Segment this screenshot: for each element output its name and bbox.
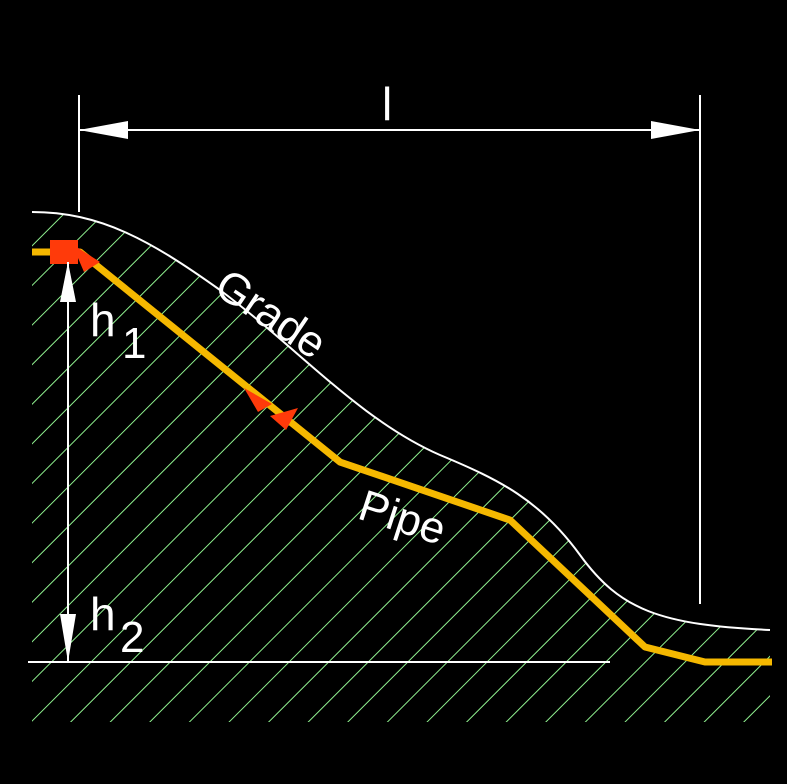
dimension-l-label: l: [382, 78, 392, 130]
grade-line: [31, 211, 771, 631]
h2-subscript: 2: [120, 613, 144, 662]
dimension-l-left-arrow: [79, 121, 128, 139]
dimension-l-right-arrow: [651, 121, 700, 139]
pipe-start-marker: [50, 240, 78, 264]
h1-subscript: 1: [122, 319, 146, 368]
dimension-h-bottom-arrow: [60, 614, 76, 662]
flow-arrow-marker-2: [270, 408, 298, 430]
h1-label: h: [90, 294, 116, 346]
h2-label: h: [90, 588, 116, 640]
pipe-start-arrow-marker: [72, 244, 100, 272]
dimension-h-top-arrow: [60, 262, 76, 302]
flow-arrow-marker-1: [244, 388, 272, 412]
